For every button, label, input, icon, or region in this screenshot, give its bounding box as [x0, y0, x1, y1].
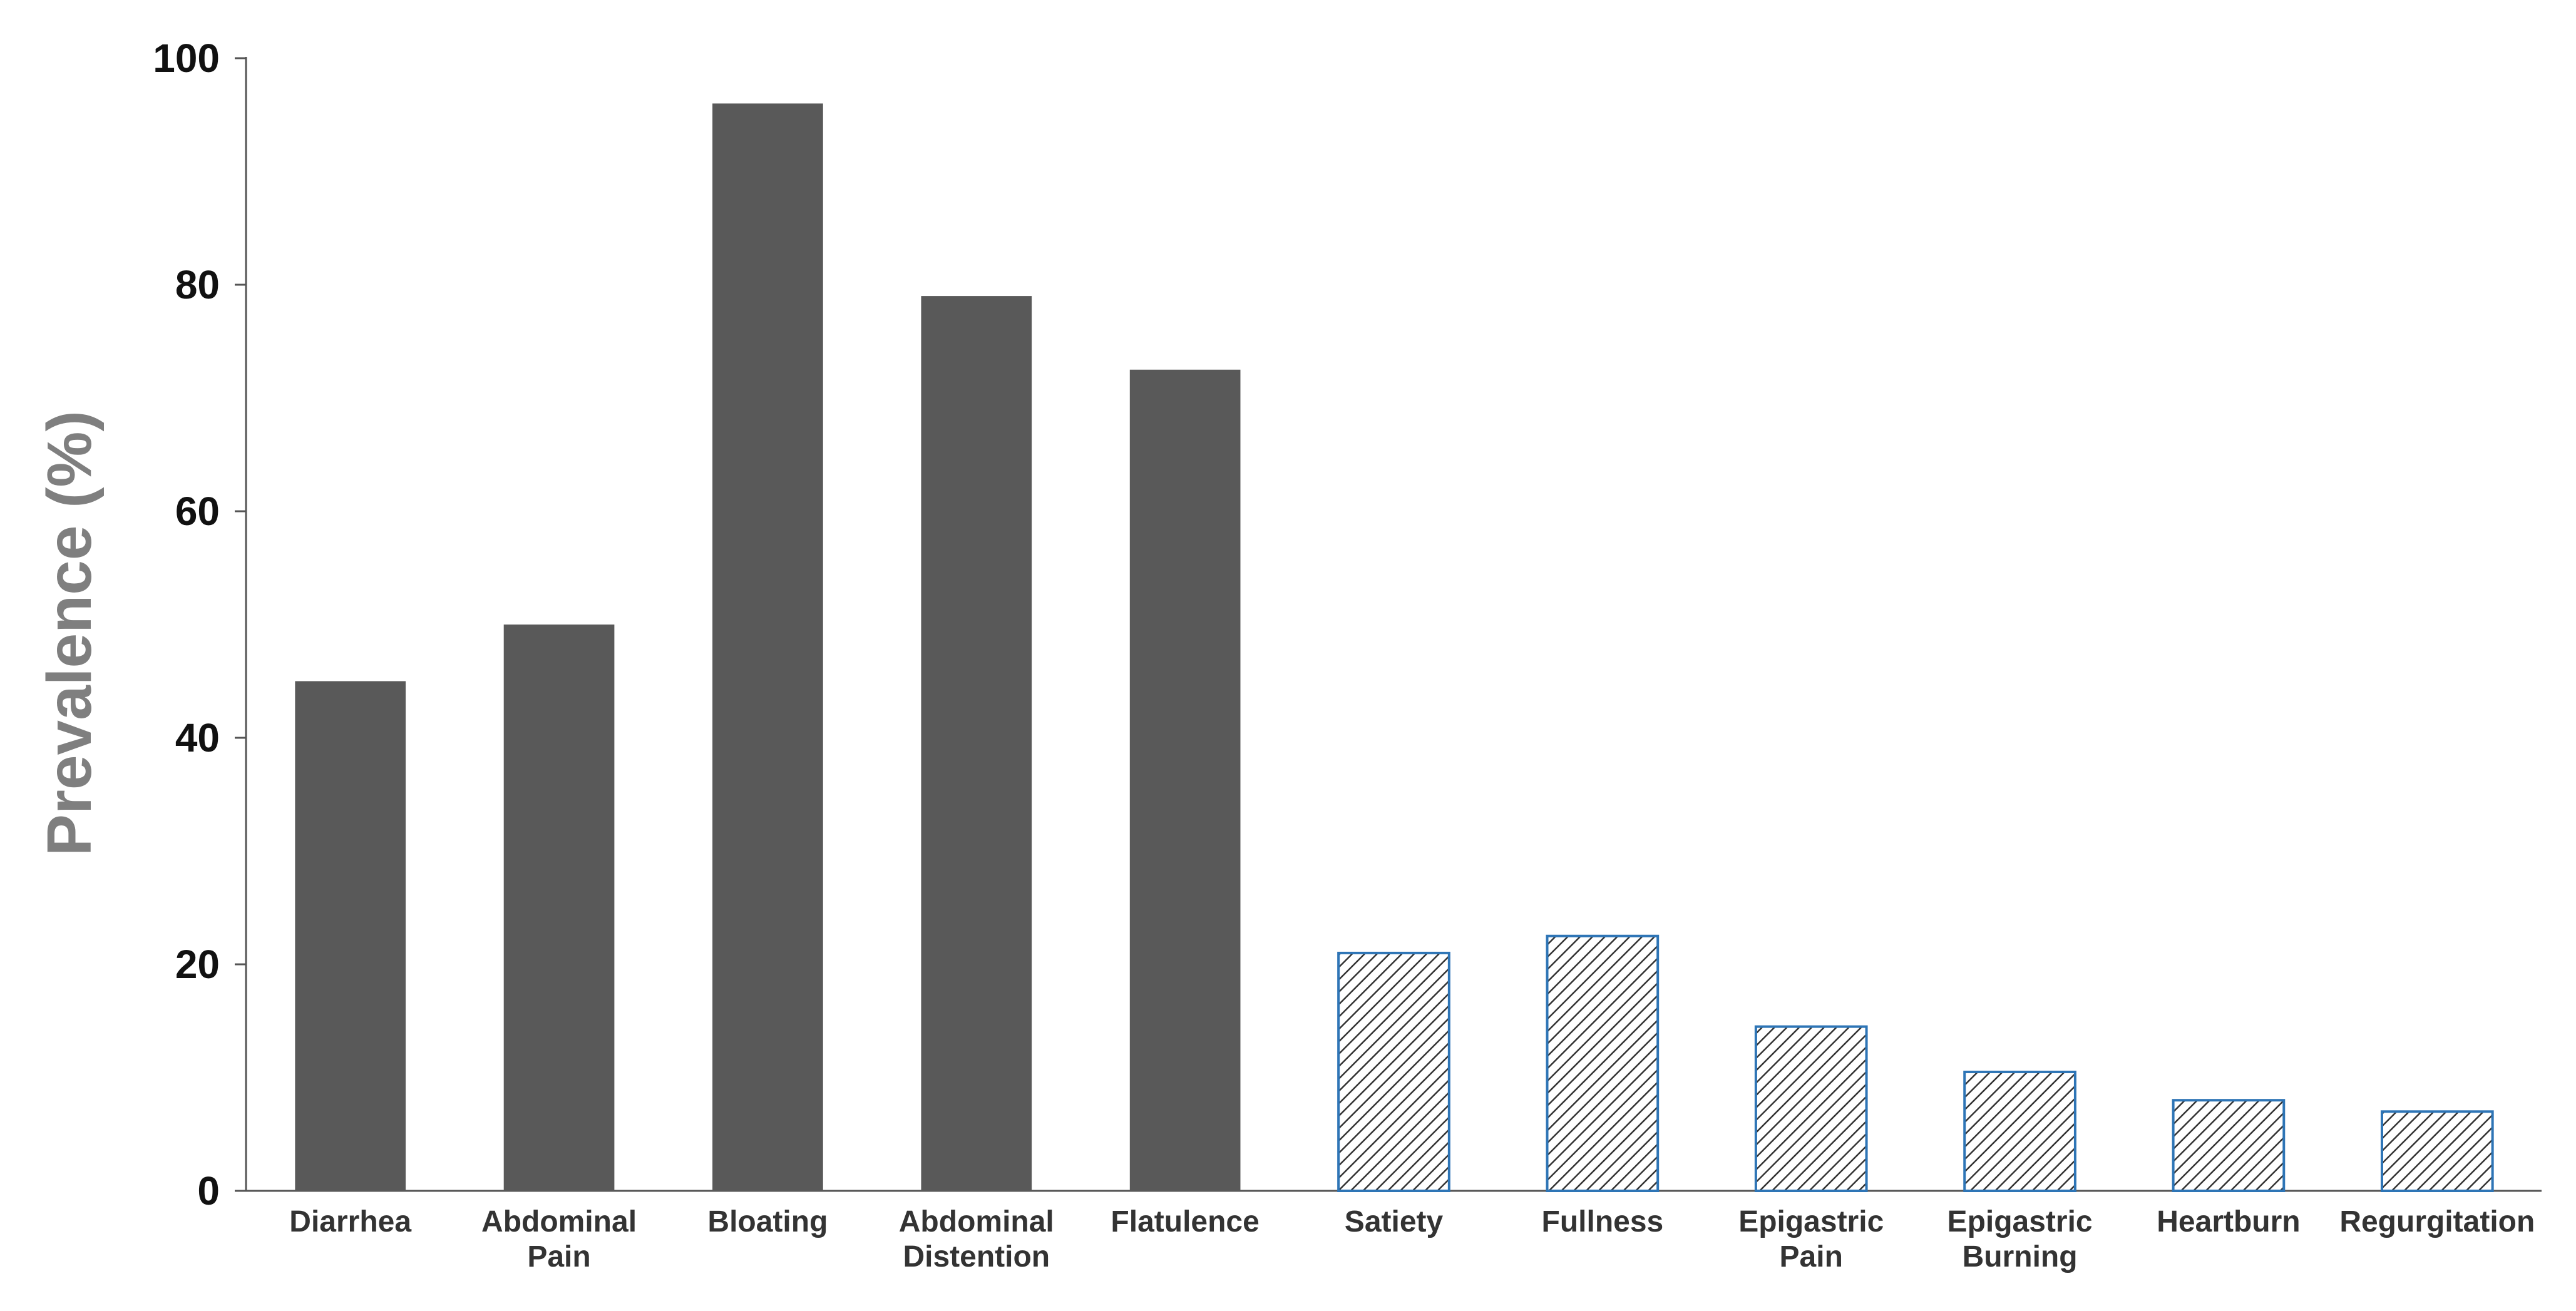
bar-epigastric-pain	[1754, 1025, 1868, 1193]
x-category-label: Heartburn	[2157, 1205, 2300, 1238]
x-category-label: Satiety	[1345, 1205, 1444, 1238]
bar-bloating	[712, 103, 823, 1191]
bar-diarrhea	[295, 681, 406, 1191]
y-tick-label: 20	[175, 942, 220, 987]
bar-abdominal-pain	[503, 625, 615, 1191]
x-category-label: Flatulence	[1111, 1205, 1259, 1238]
y-tick-label: 60	[175, 489, 220, 534]
bars	[295, 103, 2494, 1193]
bar-fullness	[1546, 934, 1660, 1192]
x-category-label: Abdominal Distention	[899, 1205, 1054, 1273]
bar-regurgitation	[2380, 1110, 2494, 1193]
y-tick-label: 40	[175, 715, 220, 760]
x-category-label-line: Pain	[1780, 1240, 1843, 1273]
x-category-label: Regurgitation	[2339, 1205, 2535, 1238]
bar-satiety	[1337, 951, 1450, 1193]
x-category-label-line: Abdominal	[481, 1205, 637, 1238]
x-category-label-line: Satiety	[1345, 1205, 1444, 1238]
x-category-label: Abdominal Pain	[481, 1205, 637, 1273]
y-axis: 0 20 40 60 80 100	[153, 36, 247, 1213]
x-category-label: Bloating	[707, 1205, 828, 1238]
x-category-label-line: Distention	[903, 1240, 1050, 1273]
x-category-label-line: Flatulence	[1111, 1205, 1259, 1238]
x-category-label-line: Regurgitation	[2339, 1205, 2535, 1238]
x-category-label-line: Burning	[1963, 1240, 2078, 1273]
x-category-label: Diarrhea	[289, 1205, 411, 1238]
x-category-label-line: Pain	[527, 1240, 590, 1273]
x-category-label-line: Epigastric	[1947, 1205, 2093, 1238]
x-category-label-line: Heartburn	[2157, 1205, 2300, 1238]
x-category-label-line: Epigastric	[1738, 1205, 1884, 1238]
bar-epigastric-burning	[1963, 1070, 2076, 1192]
bar-abdominal-distention	[921, 296, 1032, 1191]
bar-flatulence	[1129, 369, 1241, 1191]
y-axis-title: Prevalence (%)	[34, 411, 105, 855]
x-category-label-line: Abdominal	[899, 1205, 1054, 1238]
x-category-label-line: Fullness	[1542, 1205, 1664, 1238]
x-category-label-line: Bloating	[707, 1205, 828, 1238]
y-tick-label: 80	[175, 262, 220, 307]
x-category-label-line: Diarrhea	[289, 1205, 411, 1238]
x-category-label: Epigastric Pain	[1738, 1205, 1884, 1273]
x-category-label: Fullness	[1542, 1205, 1664, 1238]
bar-heartburn	[2172, 1099, 2286, 1192]
y-tick-label: 0	[197, 1168, 220, 1213]
y-tick-label: 100	[153, 36, 220, 81]
x-category-label: Epigastric Burning	[1947, 1205, 2093, 1273]
